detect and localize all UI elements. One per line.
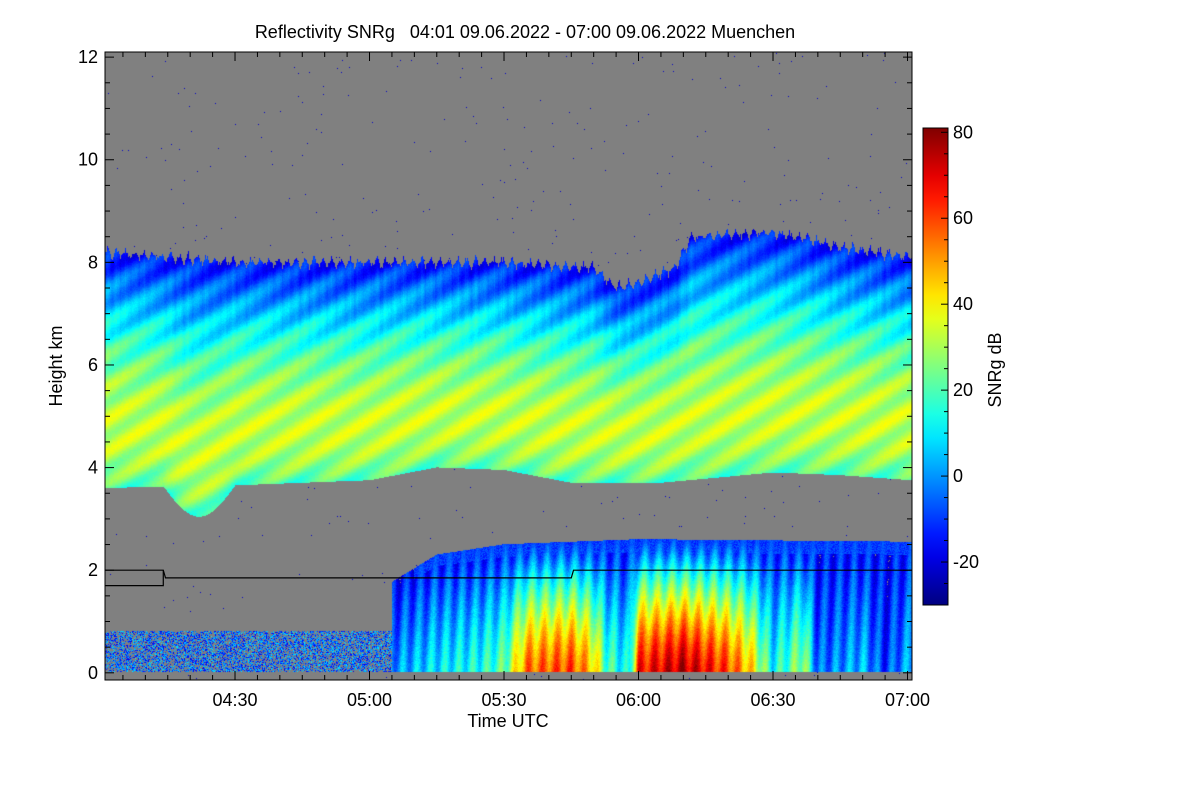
x-tick-label: 05:00 [347,690,392,710]
colorbar [922,127,949,606]
x-tick-label: 04:30 [212,690,257,710]
y-tick-label: 0 [88,663,98,683]
plot-frame [104,51,913,681]
y-axis-label: Height km [46,325,66,406]
colorbar-tick-label: -20 [953,552,979,572]
y-tick-label: 12 [78,47,98,67]
y-tick-label: 6 [88,355,98,375]
x-axis-label: Time UTC [467,711,548,731]
chart-title: Reflectivity SNRg 04:01 09.06.2022 - 07:… [254,22,796,42]
y-tick-label: 4 [88,458,98,478]
colorbar-tick-label: 80 [953,122,973,142]
y-tick-label: 10 [78,150,98,170]
boundary-layer-line [105,569,912,579]
y-tick-label: 8 [88,252,98,272]
colorbar-tick-label: 60 [953,208,973,228]
x-tick-label: 05:30 [481,690,526,710]
x-tick-label: 07:00 [885,690,930,710]
heatmap-image [105,52,912,680]
colorbar-tick-label: 40 [953,294,973,314]
colorbar-tick-label: 0 [953,466,963,486]
y-tick-label: 2 [88,560,98,580]
boundary-layer-line-lower [105,570,164,587]
colorbar-label: SNRg dB [985,332,1005,407]
x-tick-label: 06:30 [750,690,795,710]
x-tick-label: 06:00 [616,690,661,710]
colorbar-tick-label: 20 [953,380,973,400]
